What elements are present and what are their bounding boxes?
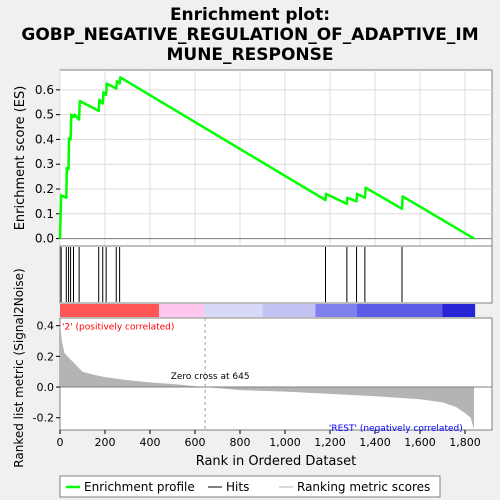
x-tick-label: 1,600 xyxy=(404,436,436,449)
ranking-colorbar xyxy=(60,304,476,317)
metric-y-tick-label: 0.2 xyxy=(37,350,55,363)
x-tick-label: 1,800 xyxy=(449,436,481,449)
enrichment-profile-line xyxy=(58,76,475,240)
x-tick-label: 800 xyxy=(230,436,251,449)
x-tick-label: 1,000 xyxy=(269,436,301,449)
x-tick-label: 400 xyxy=(140,436,161,449)
x-axis-ticks: 0 200 400 600 800 1,000 1,200 1,400 1,600 1,800 xyxy=(57,430,481,449)
es-y-tick-label: 0.5 xyxy=(35,108,54,122)
metric-panel-frame xyxy=(59,317,493,431)
chart-title: Enrichment plot: GOBP_NEGATIVE_REGULATIO… xyxy=(21,5,478,65)
legend-box xyxy=(59,475,441,498)
chart-title-line-1: Enrichment plot: xyxy=(170,5,330,25)
es-y-tick-label: 0.6 xyxy=(35,83,54,97)
metric-y-axis-label: Ranked list metric (Signal2Noise) xyxy=(12,268,26,467)
metric-y-tick-label: 0.4 xyxy=(37,320,55,333)
metric-y-axis-ticks: -0.2 0.0 0.2 0.4 xyxy=(33,320,60,425)
es-y-tick-label: 0.1 xyxy=(35,207,54,221)
zero-cross-label: Zero cross at 645 xyxy=(171,372,250,382)
x-tick-label: 0 xyxy=(57,436,64,449)
colorbar-segment xyxy=(159,304,204,317)
x-axis-label: Rank in Ordered Dataset xyxy=(196,454,357,469)
legend-hits-label: Hits xyxy=(226,480,249,494)
es-y-tick-label: 0.0 xyxy=(35,232,54,246)
es-panel-frame xyxy=(59,69,493,247)
chart-title-line-2: GOBP_NEGATIVE_REGULATION_OF_ADAPTIVE_IM xyxy=(21,25,478,45)
hits-marks xyxy=(60,247,403,302)
x-tick-label: 600 xyxy=(185,436,206,449)
colorbar-segment xyxy=(442,304,476,317)
positive-correlation-label: '2' (positively correlated) xyxy=(62,323,174,333)
metric-y-tick-label: -0.2 xyxy=(33,412,54,425)
metric-y-tick-label: 0.0 xyxy=(37,381,55,394)
hits-panel-frame xyxy=(59,245,493,304)
es-y-axis-ticks: 0.0 0.1 0.2 0.3 0.4 0.5 0.6 xyxy=(35,83,60,246)
x-tick-label: 1,200 xyxy=(314,436,346,449)
es-y-tick-label: 0.2 xyxy=(35,182,54,196)
es-y-tick-label: 0.4 xyxy=(35,132,54,146)
es-gridlines xyxy=(59,70,492,246)
colorbar-segment xyxy=(357,304,443,317)
es-y-tick-label: 0.3 xyxy=(35,157,54,171)
negative-correlation-label: 'REST' (negatively correlated) xyxy=(329,424,463,434)
colorbar-segment xyxy=(262,304,316,317)
x-tick-label: 1,400 xyxy=(359,436,391,449)
es-y-axis-label: Enrichment score (ES) xyxy=(13,86,28,231)
colorbar-segment xyxy=(60,304,159,317)
colorbar-segment xyxy=(315,304,357,317)
x-tick-label: 200 xyxy=(95,436,116,449)
legend-metric-label: Ranking metric scores xyxy=(297,480,430,494)
colorbar-segment xyxy=(204,304,263,317)
chart-title-line-3: MUNE_RESPONSE xyxy=(166,45,333,65)
legend-enrichment-label: Enrichment profile xyxy=(84,480,195,494)
